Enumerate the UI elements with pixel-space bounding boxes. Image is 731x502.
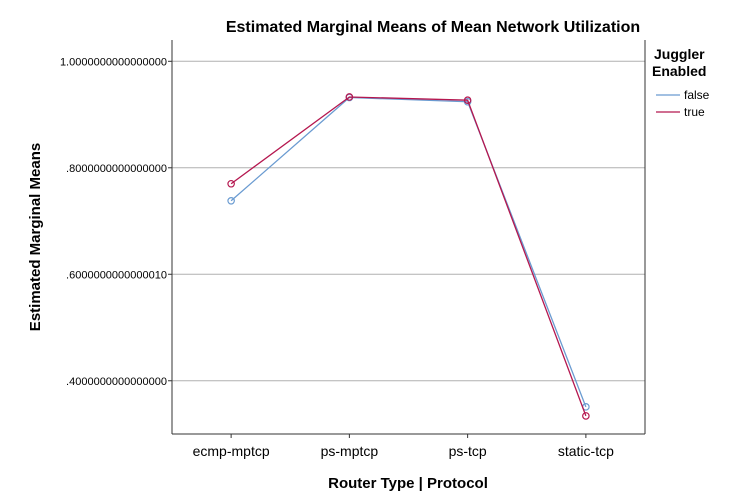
x-tick-label: ecmp-mptcp (193, 443, 270, 459)
data-point-true (582, 412, 590, 420)
y-tick-labels: 1.0000000000000000 .8000000000000000 .6000… (60, 56, 172, 388)
y-tick-label: .4000000000000000 (66, 376, 167, 388)
data-point-true (227, 179, 235, 188)
chart-title: Estimated Marginal Means of Mean Network… (226, 19, 640, 36)
data-point-false (227, 196, 235, 205)
x-tick-label: ps-mptcp (321, 443, 379, 459)
series-line-true (230, 96, 587, 417)
y-tick-label: .8000000000000000 (66, 163, 167, 175)
data-point-true (345, 93, 354, 101)
series-line-false (230, 96, 587, 408)
y-tick-label: .6000000000000010 (66, 269, 167, 281)
data-point-true (463, 96, 472, 104)
gridlines (172, 60, 645, 382)
series-layer (227, 93, 590, 420)
legend-label-true: true (684, 105, 705, 119)
legend-items: false true (656, 88, 710, 119)
x-axis-title: Router Type | Protocol (328, 475, 488, 492)
legend-title-line1: Juggler (654, 46, 705, 62)
x-tick-labels: ecmp-mptcp ps-mptcp ps-tcp static-tcp (193, 434, 614, 459)
x-tick-label: static-tcp (558, 443, 614, 459)
series-true (227, 93, 590, 420)
legend-title-line2: Enabled (652, 63, 706, 79)
x-tick-label: ps-tcp (449, 443, 487, 459)
legend: Juggler Enabled false true (652, 46, 710, 119)
series-false (227, 93, 590, 411)
y-axis-title: Estimated Marginal Means (27, 143, 44, 331)
y-tick-label: 1.0000000000000000 (60, 56, 167, 68)
legend-label-false: false (684, 88, 710, 102)
